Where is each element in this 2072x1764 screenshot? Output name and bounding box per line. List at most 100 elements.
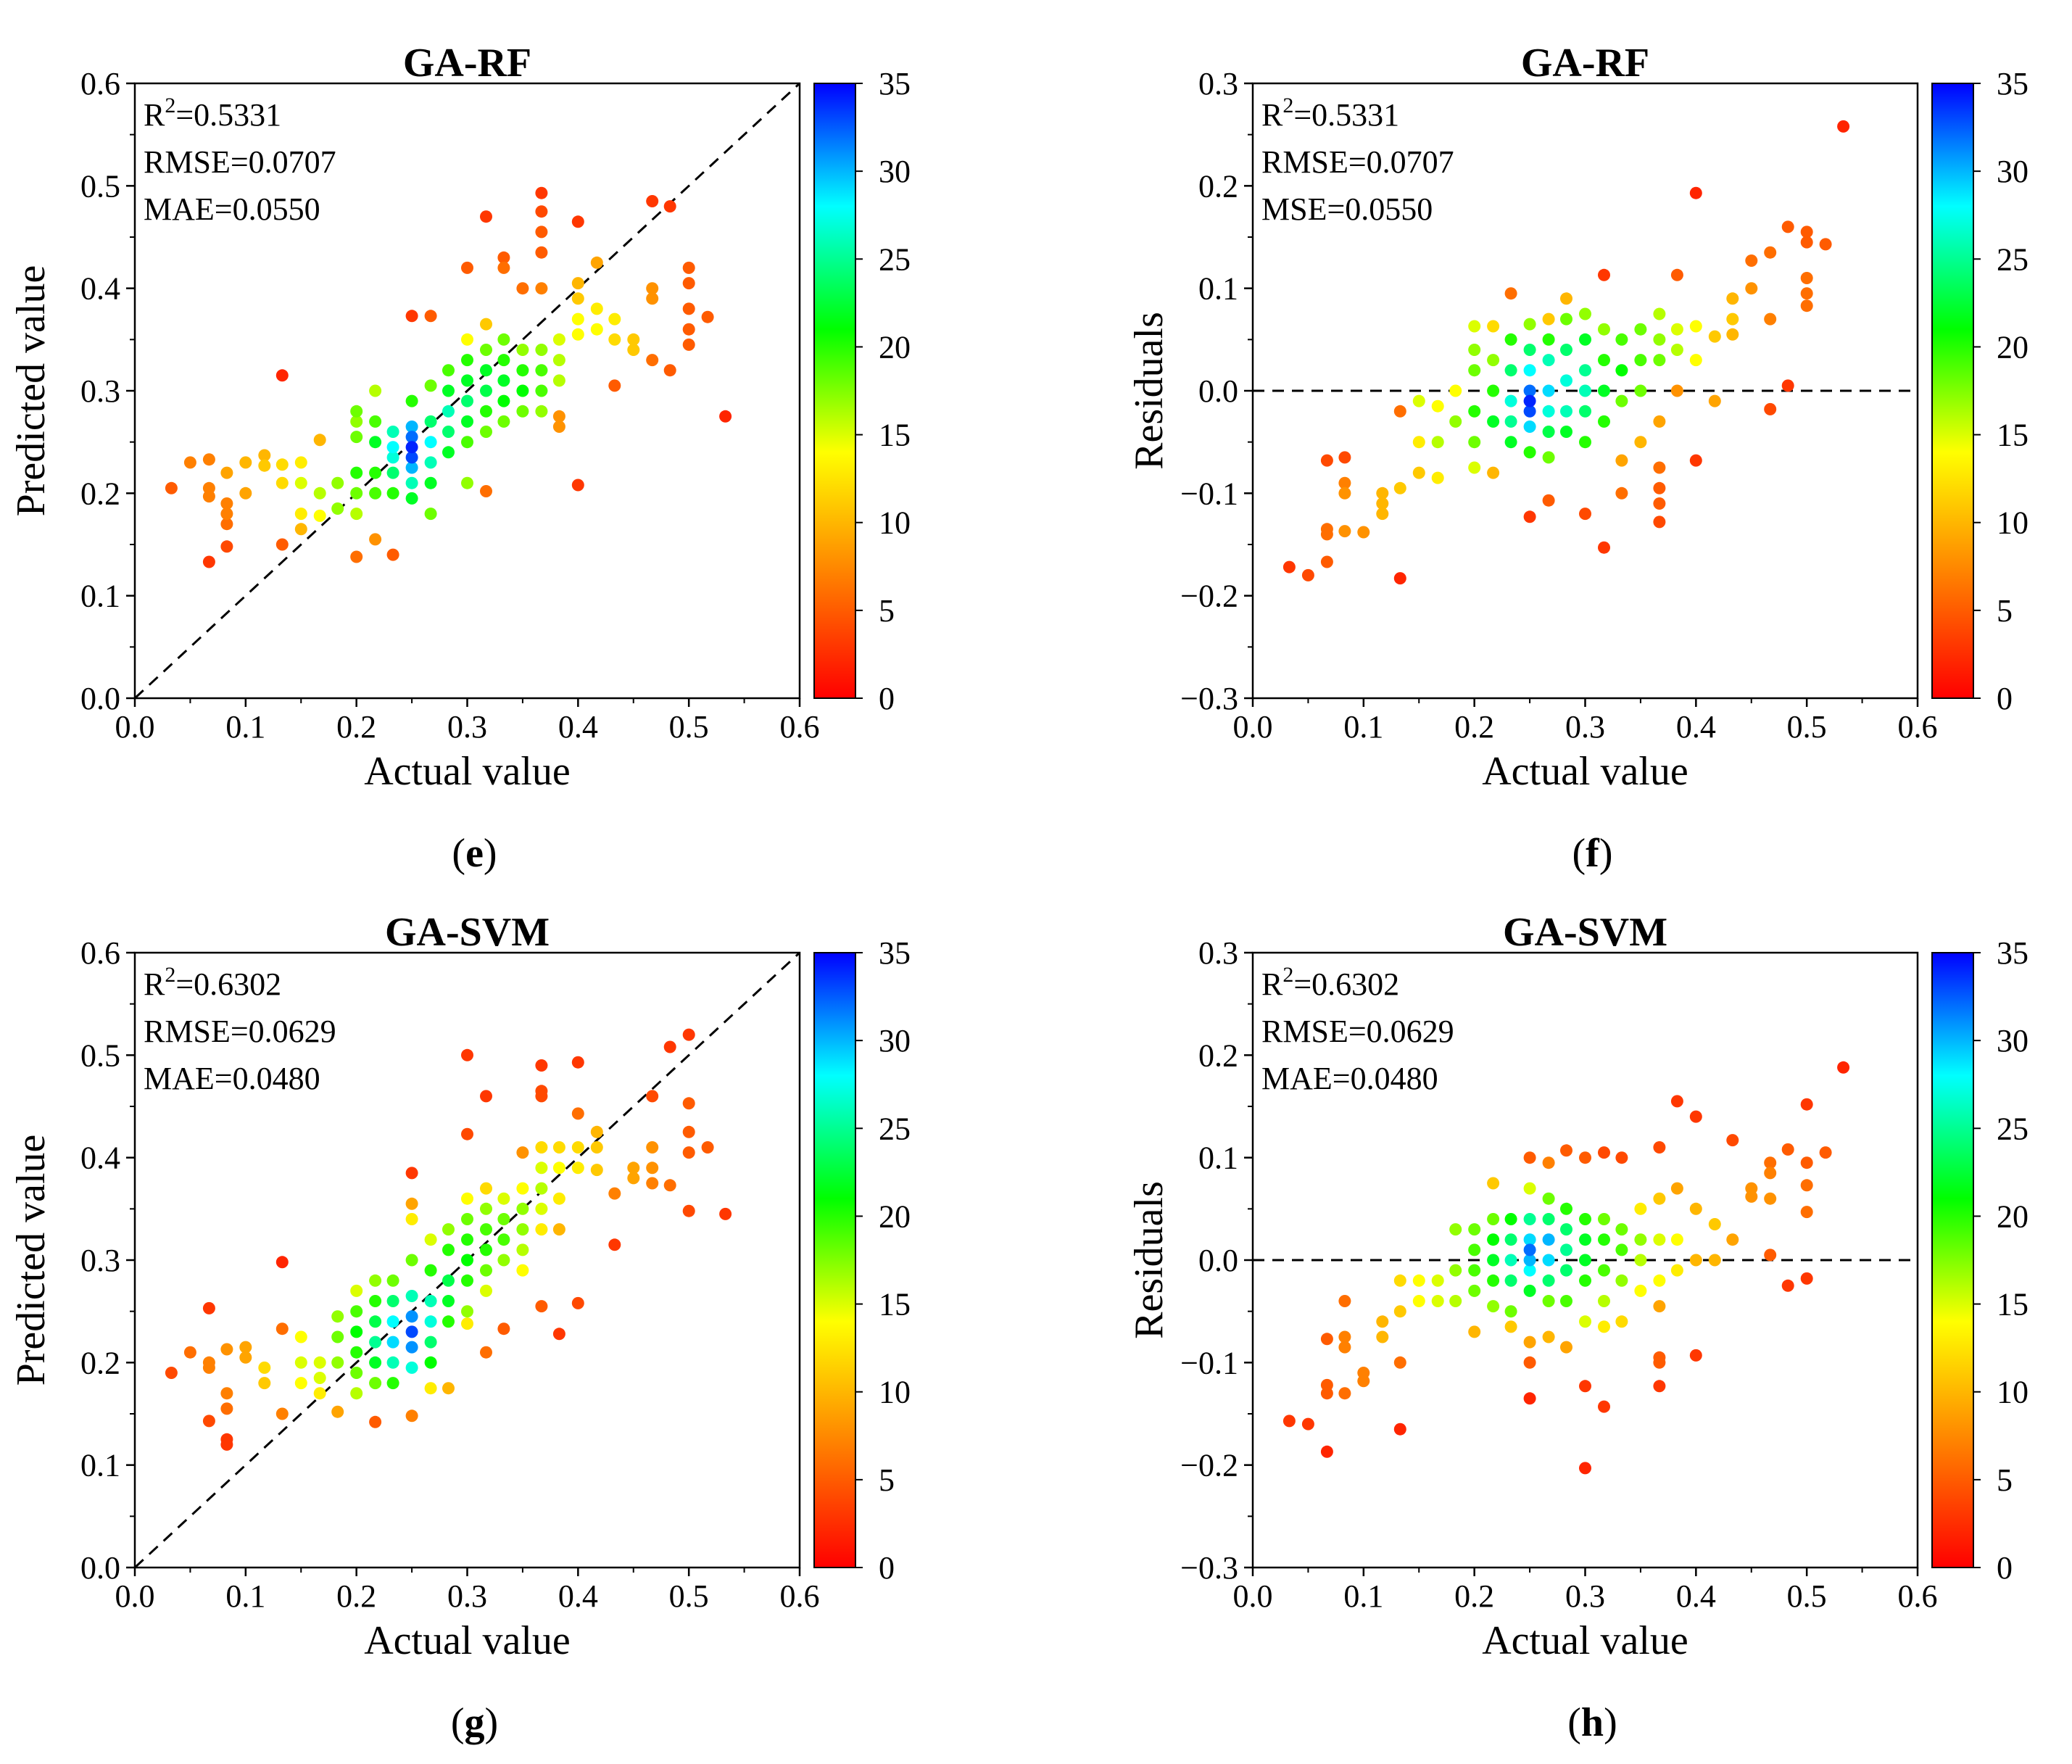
data-point (1393, 405, 1406, 418)
data-point (386, 451, 399, 464)
data-point (1542, 1295, 1555, 1307)
colorbar-tick-label: 30 (879, 1023, 911, 1059)
y-tick-label: 0.6 (80, 935, 120, 971)
data-point (480, 384, 492, 397)
data-point (442, 405, 455, 418)
data-point (571, 1296, 584, 1309)
data-point (369, 415, 382, 428)
data-point (1412, 466, 1425, 479)
data-point (1579, 1151, 1591, 1164)
data-point (552, 374, 565, 387)
metric-line: R2=0.6302 (1261, 963, 1399, 1002)
data-point (1615, 486, 1628, 500)
data-point (313, 1387, 326, 1400)
colorbar-tick-label: 5 (1997, 593, 2013, 629)
data-point (552, 333, 565, 346)
data-point (424, 1382, 437, 1395)
y-tick-label: 0.6 (80, 66, 120, 102)
data-point (1579, 1213, 1591, 1225)
data-point (1393, 1423, 1406, 1436)
data-point (682, 1146, 695, 1159)
data-point (386, 548, 399, 561)
data-point (239, 456, 252, 469)
data-point (1523, 1284, 1536, 1297)
data-point (350, 1305, 363, 1318)
data-point (1449, 384, 1462, 397)
data-point (369, 384, 382, 397)
data-point (682, 261, 695, 274)
data-point (1781, 1143, 1794, 1156)
data-point (461, 261, 473, 274)
data-point (275, 538, 289, 551)
data-point (497, 394, 510, 407)
data-point (1800, 1098, 1813, 1111)
colorbar-tick-label: 30 (1997, 154, 2029, 189)
data-point (1726, 312, 1739, 326)
data-point (442, 446, 455, 459)
data-point (1726, 1134, 1739, 1147)
colorbar-tick-label: 35 (879, 935, 911, 971)
data-point (535, 1300, 548, 1313)
y-tick-label: 0.1 (1198, 1140, 1238, 1176)
metric-line: R2=0.5331 (1261, 94, 1399, 133)
data-point (424, 415, 437, 428)
data-point (386, 1377, 399, 1390)
data-point (480, 318, 492, 331)
data-point (1819, 238, 1832, 251)
data-point (424, 1356, 437, 1369)
x-tick-label: 0.6 (1898, 709, 1938, 745)
data-point (516, 384, 529, 397)
data-point (386, 1295, 399, 1307)
data-point (480, 426, 492, 438)
data-point (405, 461, 418, 474)
data-point (535, 405, 548, 418)
data-point (294, 508, 307, 521)
panel-label-close: ) (485, 1700, 499, 1745)
data-point (405, 1167, 418, 1180)
data-point (442, 1295, 455, 1307)
data-point (350, 550, 363, 563)
data-point (1745, 282, 1758, 295)
colorbar-tick-label: 30 (879, 154, 911, 189)
data-point (275, 1322, 289, 1336)
data-point (1487, 1300, 1500, 1313)
colorbar (813, 83, 856, 699)
data-point (535, 364, 548, 377)
data-point (1560, 1144, 1572, 1157)
data-point (1376, 497, 1389, 510)
data-point (331, 1405, 344, 1418)
y-tick-label: 0.2 (80, 476, 120, 511)
data-point (424, 456, 437, 469)
x-tick-label: 0.6 (1898, 1578, 1938, 1614)
data-point (350, 1325, 363, 1338)
data-point (202, 453, 215, 466)
metric-value: =0.0629 (231, 1014, 336, 1049)
data-point (1653, 481, 1666, 494)
metric-superscript: 2 (1282, 963, 1293, 987)
data-point (369, 1274, 382, 1287)
metric-line: R2=0.5331 (144, 94, 281, 133)
data-point (1487, 1213, 1500, 1225)
data-point (1431, 436, 1444, 449)
data-point (386, 1356, 399, 1369)
data-point (1487, 1254, 1500, 1267)
data-point (461, 1274, 473, 1287)
data-point (1487, 384, 1500, 397)
x-tick-label: 0.5 (1787, 1578, 1827, 1614)
data-point (1634, 323, 1647, 336)
data-point (627, 333, 640, 346)
data-point (1560, 292, 1572, 305)
data-point (1598, 384, 1610, 397)
panel-label-open: ( (1567, 1700, 1581, 1745)
data-point (202, 1415, 215, 1428)
data-point (535, 1202, 548, 1215)
colorbar-tick-label: 10 (879, 505, 911, 541)
data-point (1449, 1264, 1462, 1277)
colorbar-tick-label: 30 (1997, 1023, 2029, 1059)
x-tick-label: 0.0 (115, 1578, 155, 1614)
x-tick-label: 0.0 (1233, 1578, 1273, 1614)
data-point (294, 1377, 307, 1390)
y-tick-label: −0.1 (1180, 476, 1238, 511)
colorbar-tick-label: 15 (879, 418, 911, 453)
data-point (516, 364, 529, 377)
